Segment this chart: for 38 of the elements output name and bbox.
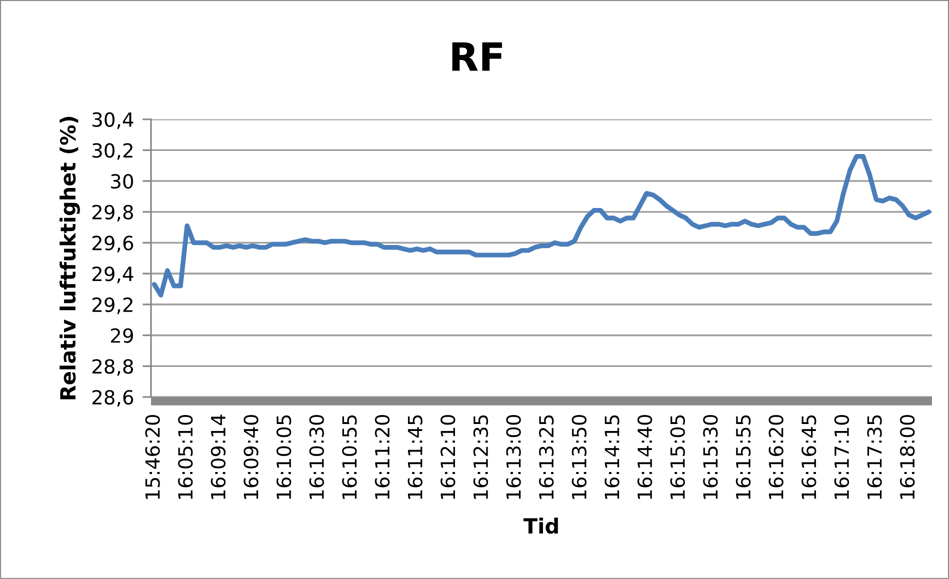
x-tick-label: 16:13:00 xyxy=(506,414,521,499)
y-tick-label: 29,2 xyxy=(92,297,132,314)
x-tick-label: 16:11:45 xyxy=(408,415,422,499)
line-series xyxy=(152,154,932,298)
y-tick-label: 29,8 xyxy=(92,204,134,222)
x-tick-label: 16:13:25 xyxy=(538,415,554,499)
x-tick-label: 16:15:30 xyxy=(703,414,718,499)
y-tick-label: 30,2 xyxy=(92,143,132,160)
chart-title: RF xyxy=(452,42,502,71)
y-tick-label: 29,4 xyxy=(92,266,134,284)
x-tick-label: 16:10:05 xyxy=(276,415,292,499)
x-tick-label: 16:09:14 xyxy=(210,414,226,499)
y-tick-label: 30,4 xyxy=(92,112,134,129)
x-axis-title: Tid xyxy=(523,518,558,534)
x-tick-label: 16:10:55 xyxy=(342,415,357,499)
x-tick-label: 16:12:10 xyxy=(440,414,456,499)
y-tick-label: 29 xyxy=(111,328,133,343)
x-tick-label: 16:17:35 xyxy=(867,415,882,499)
x-tick-label: 16:11:20 xyxy=(374,414,390,499)
x-tick-label: 16:18:00 xyxy=(900,414,915,499)
x-tick-label: 16:14:40 xyxy=(637,414,652,499)
x-tick-label: 16:14:15 xyxy=(604,415,620,499)
x-tick-label: 16:13:50 xyxy=(572,414,587,499)
y-tick-label: 28,6 xyxy=(92,390,134,407)
x-tick-label: 16:10:30 xyxy=(309,414,324,499)
x-tick-label: 15:46:20 xyxy=(145,414,160,499)
x-tick-label: 16:17:10 xyxy=(834,414,850,499)
x-tick-label: 16:12:35 xyxy=(473,415,488,499)
x-tick-label: 16:15:05 xyxy=(670,415,685,499)
y-axis-title: Relativ luftfuktighet (%) xyxy=(60,116,80,400)
y-tick-label: 29,6 xyxy=(92,236,134,252)
x-tick-label: 16:16:45 xyxy=(802,415,816,499)
x-tick-label: 16:16:20 xyxy=(768,414,784,499)
y-tick-label: 28,8 xyxy=(92,359,134,376)
x-tick-label: 16:05:10 xyxy=(178,414,193,499)
x-tick-label: 16:09:40 xyxy=(244,414,258,499)
y-tick-label: 30 xyxy=(111,174,134,189)
x-tick-label: 16:15:55 xyxy=(736,415,751,499)
